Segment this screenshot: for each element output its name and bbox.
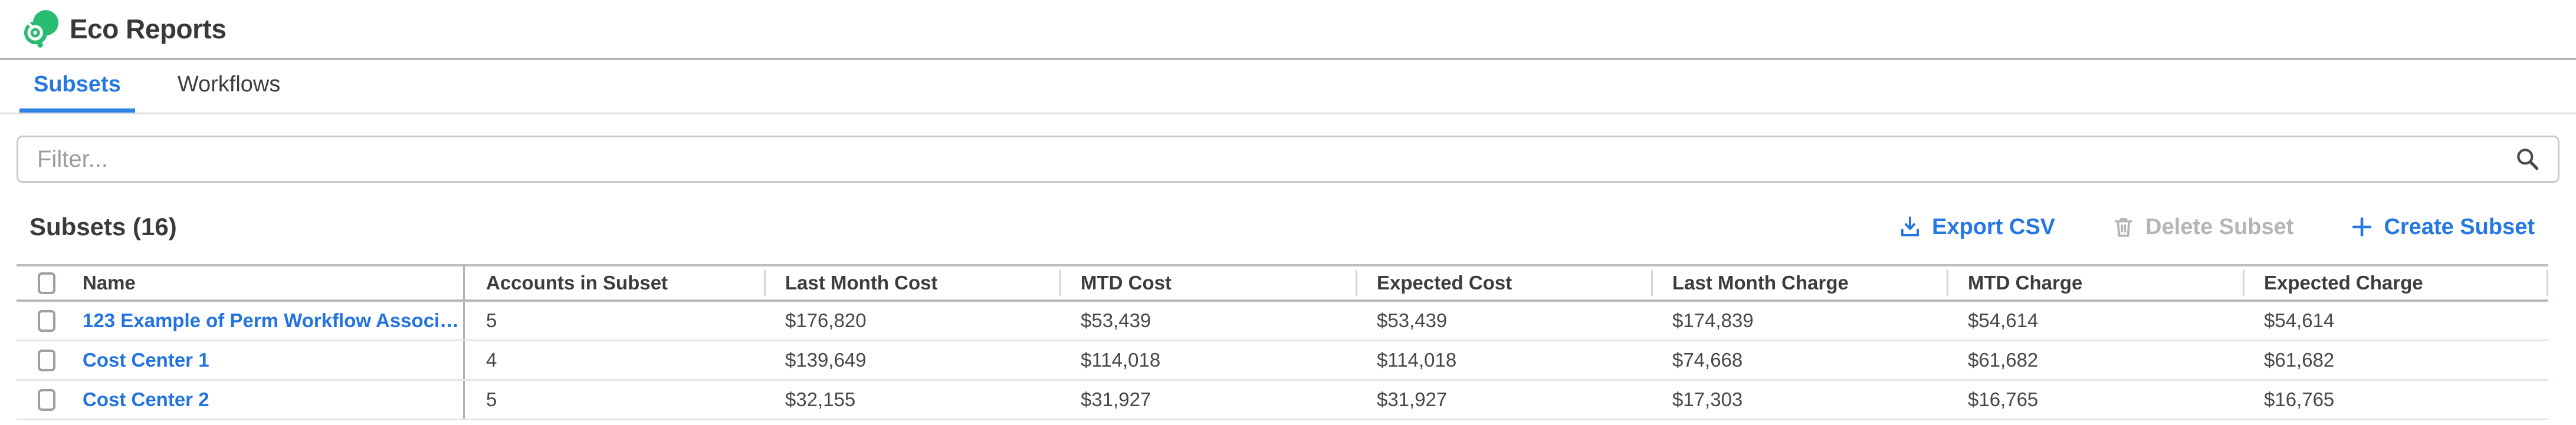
table-body: 123 Example of Perm Workflow Association…: [17, 302, 2548, 420]
subsets-count-heading: Subsets (16): [29, 213, 177, 240]
row-name-cell: Cost Center 1: [17, 341, 465, 379]
column-header-label[interactable]: Name: [83, 272, 136, 294]
header-cell-last-month-charge[interactable]: Last Month Charge: [1651, 266, 1947, 299]
mtd-cost-cell: $53,439: [1081, 309, 1151, 331]
mtd-cost-cell: $114,018: [1081, 349, 1161, 371]
table-row: 123 Example of Perm Workflow Association…: [17, 302, 2548, 341]
last-month-cost-cell: $139,649: [785, 349, 867, 371]
mtd-cost-cell: $31,927: [1081, 388, 1151, 410]
subset-name-link[interactable]: Cost Center 2: [83, 388, 209, 410]
filter-input[interactable]: [37, 146, 2514, 173]
export-csv-button[interactable]: Export CSV: [1898, 215, 2055, 240]
tab-bar: Subsets Workflows: [0, 60, 2576, 114]
row-name-cell: 123 Example of Perm Workflow Association: [17, 302, 465, 340]
last-month-charge-cell: $74,668: [1672, 349, 1743, 371]
trash-icon: [2115, 218, 2133, 237]
select-all-checkbox[interactable]: [38, 272, 55, 294]
create-subset-button[interactable]: Create Subset: [2349, 215, 2535, 240]
row-checkbox[interactable]: [38, 349, 55, 371]
mtd-charge-cell: $54,614: [1968, 309, 2039, 331]
expected-cost-cell: $114,018: [1377, 349, 1457, 371]
last-month-cost-cell: $32,155: [785, 388, 856, 410]
header-cell-expected-cost[interactable]: Expected Cost: [1356, 266, 1651, 299]
header-cell-mtd-charge[interactable]: MTD Charge: [1947, 266, 2243, 299]
tab-subsets[interactable]: Subsets: [19, 60, 135, 113]
create-subset-label: Create Subset: [2384, 214, 2535, 239]
subset-name-link[interactable]: Cost Center 1: [83, 349, 209, 371]
row-checkbox[interactable]: [38, 388, 55, 411]
subsets-toolbar: Subsets (16) Export CSV Delete Subset: [0, 209, 2576, 245]
accounts-cell: 5: [486, 388, 497, 410]
filter-box: [17, 136, 2559, 183]
table-header-row: Name Accounts in Subset Last Month Cost …: [17, 266, 2548, 302]
header-cell-expected-charge[interactable]: Expected Charge: [2243, 266, 2548, 299]
delete-subset-label: Delete Subset: [2145, 214, 2294, 239]
accounts-cell: 4: [486, 349, 497, 371]
last-month-charge-cell: $174,839: [1672, 309, 1754, 331]
expected-cost-cell: $31,927: [1377, 388, 1448, 410]
header-cell-name: Name: [17, 266, 465, 299]
filter-section: [0, 114, 2576, 183]
page-title: Eco Reports: [70, 14, 227, 44]
expected-cost-cell: $53,439: [1377, 309, 1448, 331]
plus-icon: [2352, 217, 2372, 237]
subset-name-link[interactable]: 123 Example of Perm Workflow Association: [83, 309, 463, 331]
last-month-cost-cell: $176,820: [785, 309, 867, 331]
export-csv-label: Export CSV: [1932, 214, 2056, 239]
row-checkbox[interactable]: [38, 309, 55, 332]
table-row: Cost Center 2 5 $32,155 $31,927 $31,927 …: [17, 381, 2548, 420]
header-cell-last-month-cost[interactable]: Last Month Cost: [764, 266, 1059, 299]
header-cell-mtd-cost[interactable]: MTD Cost: [1059, 266, 1356, 299]
delete-subset-button[interactable]: Delete Subset: [2111, 215, 2293, 240]
download-icon: [1901, 216, 1919, 237]
subsets-table: Name Accounts in Subset Last Month Cost …: [17, 264, 2548, 420]
app-header: Eco Reports: [0, 0, 2576, 60]
toolbar-actions: Export CSV Delete Subset Create Subset: [1898, 215, 2535, 240]
table-row: Cost Center 1 4 $139,649 $114,018 $114,0…: [17, 341, 2548, 381]
mtd-charge-cell: $16,765: [1968, 388, 2039, 410]
eco-logo-icon: [24, 10, 59, 48]
row-name-cell: Cost Center 2: [17, 381, 465, 419]
search-icon[interactable]: [2514, 146, 2541, 173]
expected-charge-cell: $16,765: [2264, 388, 2335, 410]
accounts-cell: 5: [486, 309, 497, 331]
header-cell-accounts[interactable]: Accounts in Subset: [486, 272, 668, 294]
mtd-charge-cell: $61,682: [1968, 349, 2039, 371]
tab-workflows[interactable]: Workflows: [177, 71, 281, 97]
expected-charge-cell: $61,682: [2264, 349, 2335, 371]
last-month-charge-cell: $17,303: [1672, 388, 1743, 410]
expected-charge-cell: $54,614: [2264, 309, 2335, 331]
